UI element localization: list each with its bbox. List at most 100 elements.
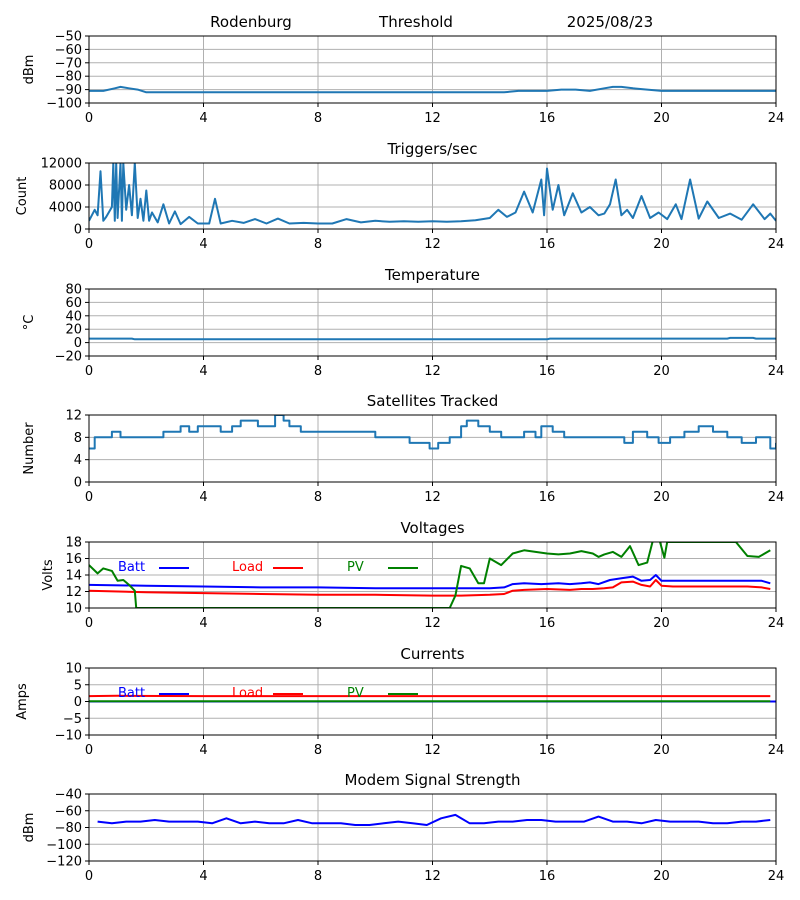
y-tick-label: −40 [55, 788, 82, 803]
y-tick-label: −100 [46, 838, 82, 853]
y-axis-label: Volts [41, 559, 56, 591]
x-tick-label: 16 [539, 743, 556, 758]
x-tick-label: 12 [424, 616, 441, 631]
x-tick-label: 20 [653, 237, 670, 252]
y-tick-label: 8 [74, 431, 82, 446]
x-tick-label: 8 [314, 111, 322, 126]
y-tick-label: 10 [65, 662, 82, 677]
x-tick-label: 0 [85, 364, 93, 379]
y-tick-label: −10 [55, 729, 82, 744]
x-tick-label: 8 [314, 364, 322, 379]
x-tick-label: 4 [199, 237, 207, 252]
x-tick-label: 24 [768, 869, 785, 884]
x-tick-label: 4 [199, 869, 207, 884]
y-axis-label: Amps [15, 683, 30, 720]
plot-frame [88, 667, 777, 736]
x-tick-label: 16 [539, 364, 556, 379]
x-tick-label: 12 [424, 111, 441, 126]
y-axis-label: °C [22, 315, 37, 331]
y-tick-label: 16 [65, 552, 82, 567]
y-tick-label: 0 [74, 476, 82, 491]
y-axis-label: dBm [22, 813, 37, 843]
y-tick-label: −70 [55, 56, 82, 71]
x-tick-label: 0 [85, 490, 93, 505]
series-line [89, 415, 776, 450]
y-tick-label: −20 [55, 350, 82, 365]
legend-label: Batt [118, 560, 145, 575]
x-tick-label: 24 [768, 743, 785, 758]
chart-panel-6: 0 4 8 12 16 20 24 −10 −5 0 510 Currents Amps Batt Load… [15, 645, 784, 758]
x-tick-label: 16 [539, 237, 556, 252]
y-axis-label: Count [15, 177, 30, 216]
series-line [97, 813, 771, 826]
plot-frame [88, 414, 777, 483]
y-tick-label: 4000 [49, 201, 82, 216]
x-tick-label: 24 [768, 364, 785, 379]
series-line [89, 163, 776, 226]
y-tick-label: −60 [55, 43, 82, 58]
x-tick-label: 8 [314, 237, 322, 252]
x-tick-label: 4 [199, 111, 207, 126]
header-station: Rodenburg [210, 13, 292, 31]
plot-frame [88, 35, 777, 104]
panel-title: Temperature [384, 266, 480, 284]
y-tick-label: 12000 [41, 157, 82, 172]
legend-label: PV [347, 686, 364, 701]
panel-title: Currents [400, 645, 464, 663]
y-axis-label: Number [22, 422, 37, 475]
y-tick-label: 12 [65, 585, 82, 600]
y-tick-label: 0 [74, 223, 82, 238]
x-tick-label: 16 [539, 111, 556, 126]
panel-title: Voltages [400, 519, 464, 537]
header-date: 2025/08/23 [567, 13, 653, 31]
x-tick-label: 20 [653, 869, 670, 884]
series-line [89, 85, 776, 94]
x-tick-label: 4 [199, 364, 207, 379]
legend-label: Load [232, 686, 263, 701]
y-tick-label: −5 [63, 712, 82, 727]
legend-label: Load [232, 560, 263, 575]
y-tick-label: 4 [74, 453, 82, 468]
legend-label: PV [347, 560, 364, 575]
x-tick-label: 8 [314, 616, 322, 631]
x-tick-label: 24 [768, 616, 785, 631]
x-tick-label: 8 [314, 743, 322, 758]
y-tick-label: −100 [46, 97, 82, 112]
x-tick-label: 4 [199, 616, 207, 631]
x-tick-label: 0 [85, 237, 93, 252]
x-tick-label: 20 [653, 364, 670, 379]
x-tick-label: 20 [653, 111, 670, 126]
panel-title: Triggers/sec [387, 140, 478, 158]
x-tick-label: 12 [424, 869, 441, 884]
panel-title: Satellites Tracked [367, 392, 498, 410]
x-tick-label: 0 [85, 743, 93, 758]
x-tick-label: 16 [539, 490, 556, 505]
y-tick-label: 0 [74, 695, 82, 710]
plot-frame [88, 288, 777, 357]
x-tick-label: 8 [314, 490, 322, 505]
plot-frame [88, 793, 777, 862]
chart-panel-4: 0 4 8 12 16 20 24 0 4 8 12 Satellites Tracked Number [22, 392, 784, 505]
y-tick-label: 12 [65, 409, 82, 424]
x-tick-label: 24 [768, 490, 785, 505]
x-tick-label: 8 [314, 869, 322, 884]
y-tick-label: −80 [55, 70, 82, 85]
y-tick-label: −50 [55, 30, 82, 45]
plot-frame [88, 162, 777, 230]
y-tick-label: 0 [74, 336, 82, 351]
x-tick-label: 4 [199, 490, 207, 505]
chart-panel-1: 0 4 8 12 16 20 24 −100−90−80−70−60−50 dBm [22, 30, 784, 127]
x-tick-label: 16 [539, 869, 556, 884]
x-tick-label: 0 [85, 616, 93, 631]
plot-frame [88, 541, 777, 609]
y-tick-label: 20 [65, 323, 82, 338]
x-tick-label: 0 [85, 869, 93, 884]
y-tick-label: −80 [55, 821, 82, 836]
y-axis-label: dBm [22, 55, 37, 85]
y-tick-label: 8000 [49, 179, 82, 194]
x-tick-label: 12 [424, 364, 441, 379]
